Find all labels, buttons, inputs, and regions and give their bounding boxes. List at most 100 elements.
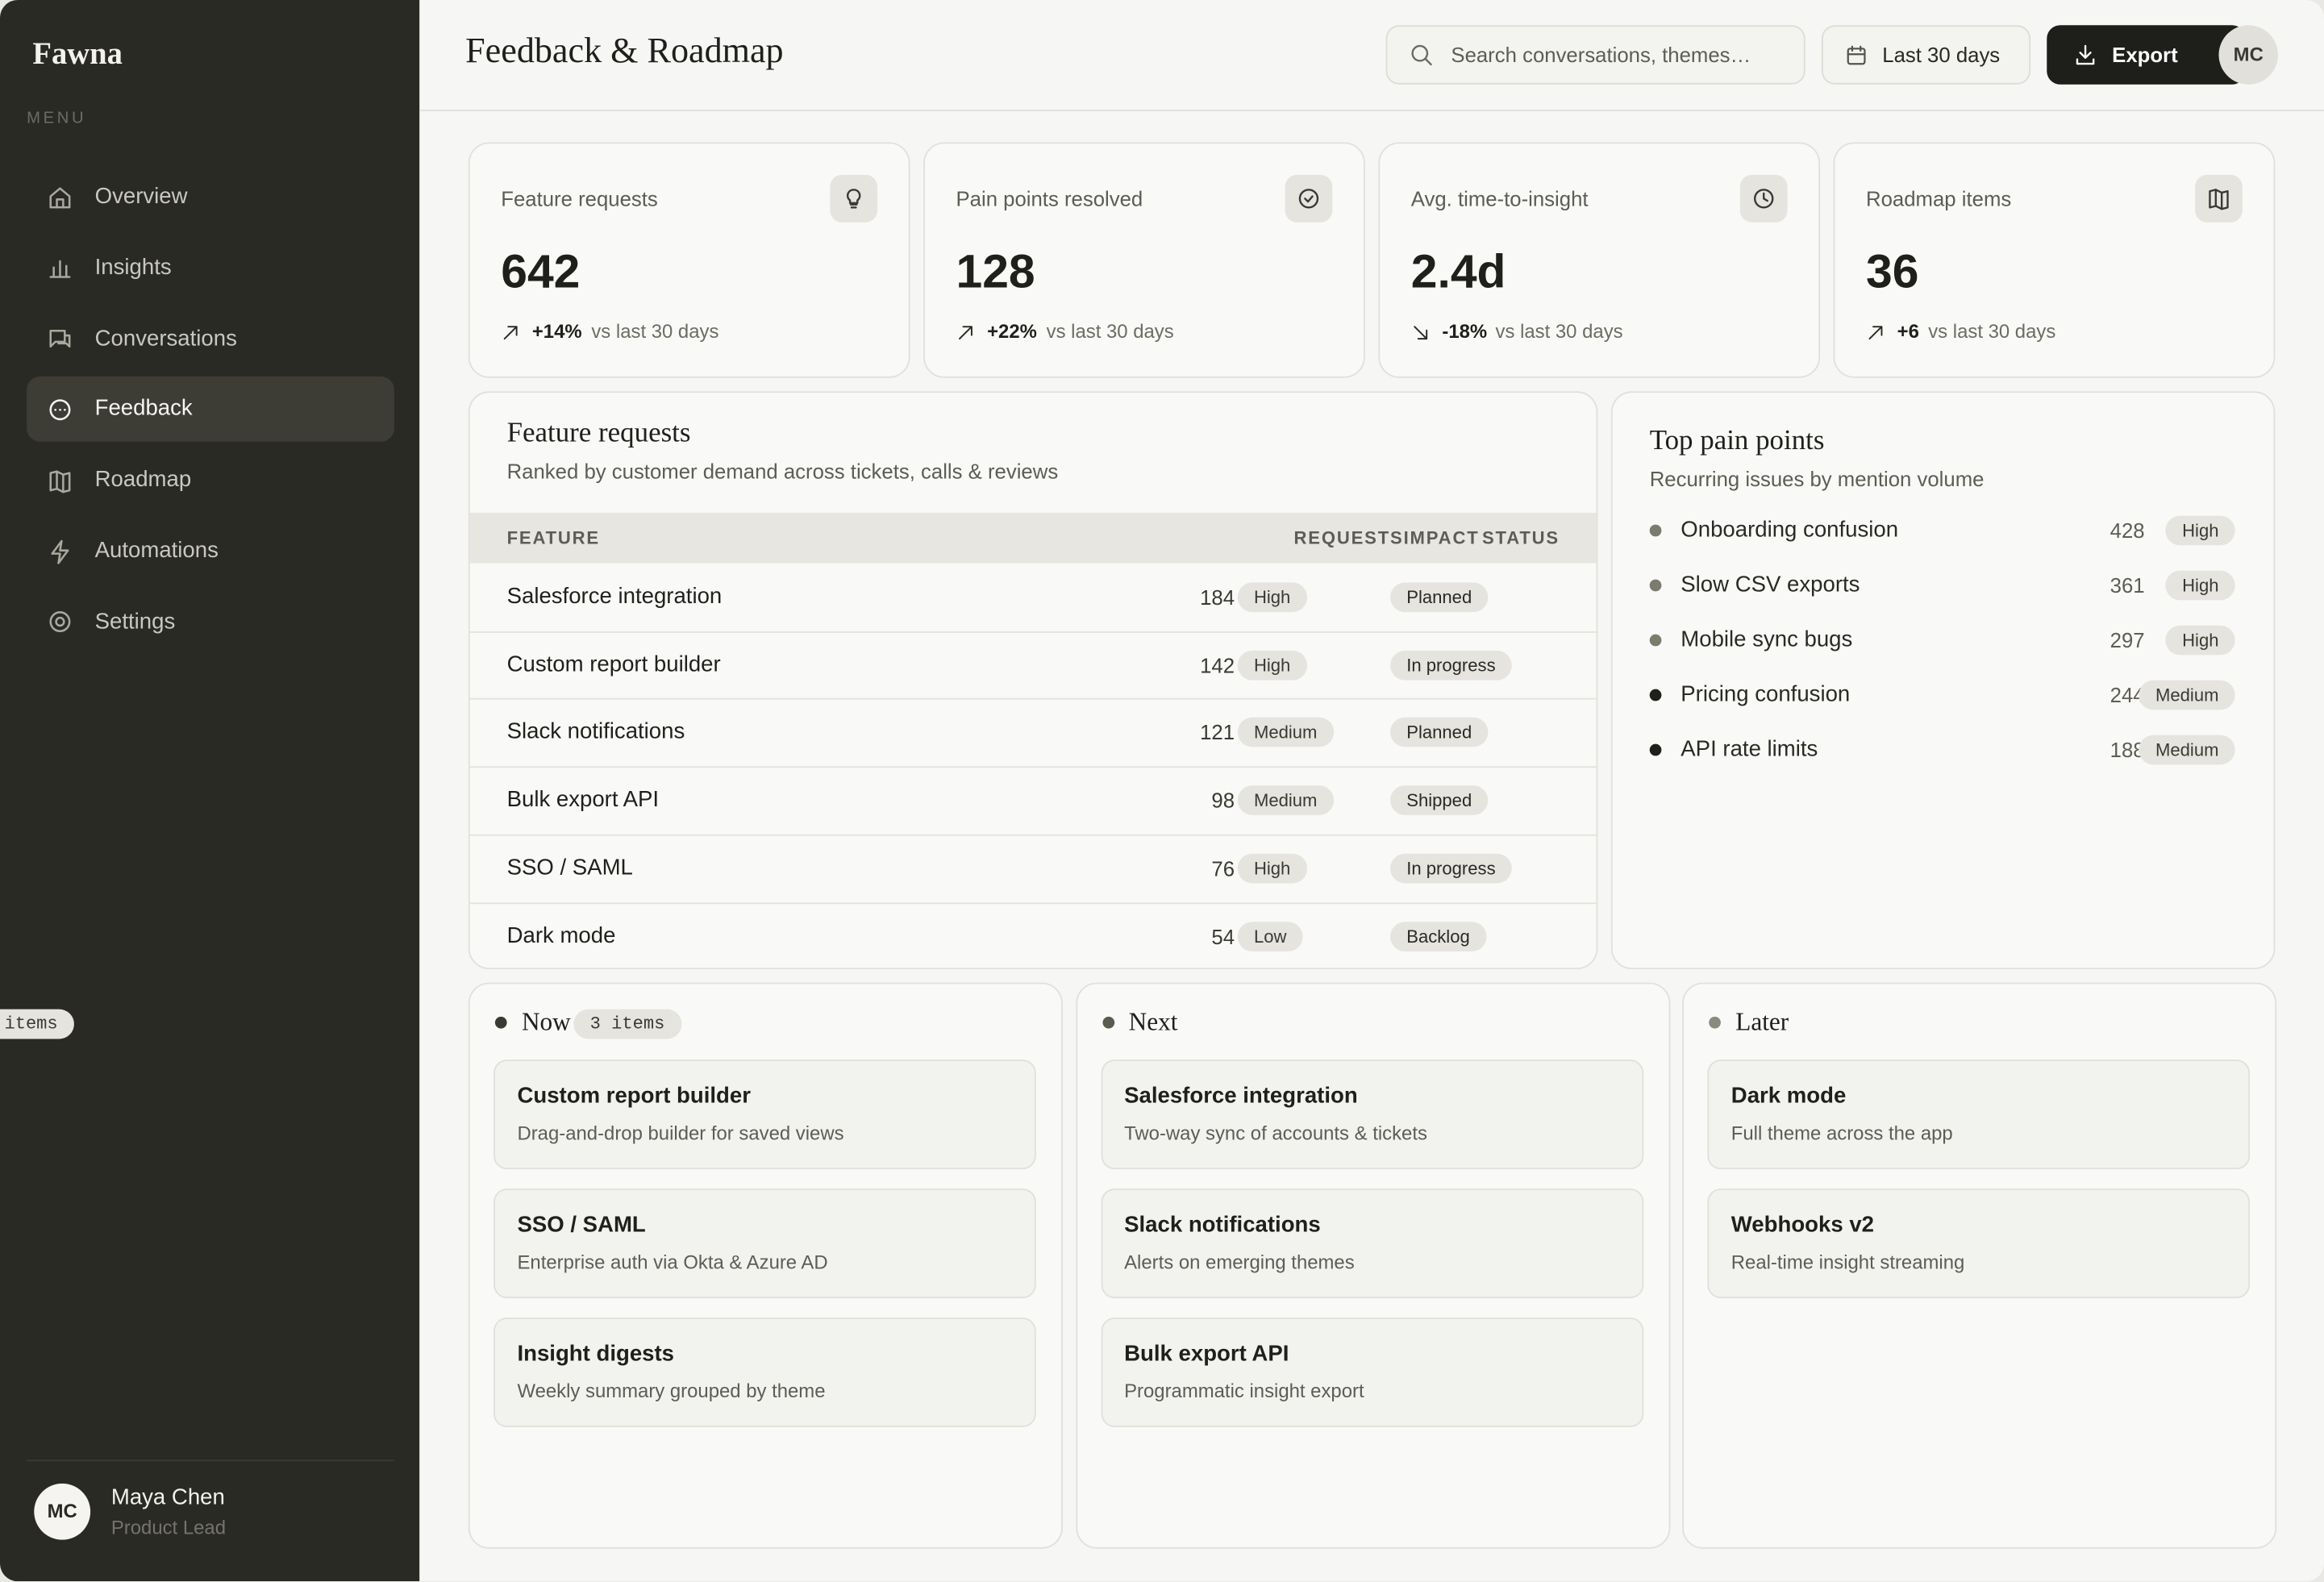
pain-dot [1649, 634, 1662, 647]
card-title: Insight digests [517, 1341, 675, 1367]
nav-item[interactable]: Automations [94, 538, 219, 564]
column-name: Now [521, 1007, 571, 1036]
kpi-label: Avg. time-to-insight [1410, 186, 1589, 210]
roadmap-card[interactable] [1707, 1060, 2251, 1170]
pain-label: Onboarding confusion [1681, 517, 1899, 543]
nav-icon [48, 256, 73, 281]
page-title: Feedback & Roadmap [465, 32, 784, 72]
card-title: Dark mode [1731, 1083, 1847, 1109]
nav-icon [48, 539, 73, 564]
card-title: Salesforce integration [1124, 1083, 1358, 1109]
pain-dot [1649, 579, 1662, 592]
date-button[interactable] [1821, 25, 2031, 85]
request-count: 98 [1211, 788, 1235, 813]
kpi-value: 642 [501, 244, 581, 298]
column-header: REQUESTS [1293, 527, 1404, 549]
card-desc: Programmatic insight export [1124, 1380, 1364, 1402]
date-range: Last 30 days [1882, 43, 2001, 67]
status-pill: In progress [1390, 650, 1512, 681]
card-desc: Drag-and-drop builder for saved views [517, 1122, 844, 1144]
kpi-icon-box [2195, 174, 2243, 223]
card-desc: Two-way sync of accounts & tickets [1124, 1122, 1427, 1144]
impact-pill: High [1237, 853, 1307, 884]
kpi-value: 36 [1866, 244, 1919, 298]
column-name: Next [1128, 1007, 1178, 1036]
column-count: 2 items [0, 1009, 74, 1039]
row-divider [469, 834, 1597, 836]
kpi-value: 128 [956, 244, 1035, 298]
card-title: Webhooks v2 [1731, 1212, 1875, 1238]
column-header: IMPACT [1403, 527, 1480, 549]
nav-icon [48, 185, 73, 210]
kpi-delta: +14% [531, 320, 582, 343]
pain-panel [1610, 391, 2276, 970]
roadmap-card[interactable] [1100, 1189, 1643, 1299]
kpi-icon [842, 187, 865, 210]
card-desc: Full theme across the app [1731, 1122, 1953, 1144]
nav-item[interactable]: Insights [94, 254, 172, 281]
roadmap-card[interactable] [1707, 1189, 2251, 1299]
roadmap-card[interactable] [1100, 1317, 1643, 1427]
search-box[interactable] [1385, 25, 1805, 85]
nav-icon [48, 610, 73, 635]
roadmap-card[interactable] [494, 1317, 1036, 1427]
pain-count: 428 [2110, 518, 2145, 543]
severity-pill: Medium [2139, 735, 2235, 765]
request-count: 54 [1211, 923, 1235, 948]
kpi-delta: +6 [1897, 320, 1919, 343]
card-title: Slack notifications [1124, 1212, 1321, 1238]
kpi-icon-box [1285, 174, 1333, 223]
column-header: FEATURE [506, 527, 600, 549]
export-button[interactable] [2047, 25, 2246, 85]
row-divider [469, 698, 1597, 701]
user-divider [27, 1459, 394, 1462]
kpi-note: vs last 30 days [1928, 320, 2056, 343]
roadmap-card[interactable] [494, 1189, 1036, 1299]
user-avatar: MC [34, 1483, 91, 1540]
roadmap-card[interactable] [1100, 1060, 1643, 1170]
user-name: Maya Chen [110, 1484, 225, 1510]
header-border [419, 110, 2324, 111]
column-dot [1709, 1016, 1721, 1029]
status-pill: Shipped [1390, 785, 1489, 816]
brand: Fawna [32, 35, 123, 72]
nav-item[interactable]: Conversations [94, 325, 237, 351]
status-pill: Planned [1390, 718, 1489, 748]
feature-name: Salesforce integration [506, 584, 723, 610]
status-pill: Planned [1390, 582, 1489, 613]
column-header: STATUS [1482, 527, 1560, 549]
nav-item[interactable]: Overview [94, 183, 188, 210]
column-dot [494, 1016, 507, 1029]
pain-dot [1649, 689, 1662, 701]
kpi-icon [2207, 187, 2230, 210]
impact-pill: High [1237, 582, 1307, 613]
pain-count: 188 [2110, 738, 2145, 762]
kpi-note: vs last 30 days [1495, 320, 1623, 343]
nav-item[interactable]: Settings [94, 609, 176, 635]
export-icon [2073, 43, 2097, 66]
pain-dot [1649, 524, 1662, 537]
nav-item[interactable]: Feedback [94, 396, 193, 422]
severity-pill: High [2165, 625, 2235, 656]
pain-label: API rate limits [1681, 736, 1818, 762]
kpi-value: 2.4d [1410, 244, 1506, 298]
kpi-note: vs last 30 days [1046, 320, 1174, 343]
panel-title: Feature requests [506, 418, 691, 449]
nav-item[interactable]: Roadmap [94, 467, 192, 493]
request-count: 121 [1200, 720, 1235, 745]
header-avatar[interactable]: MC [2218, 25, 2279, 85]
kpi-delta: +22% [987, 320, 1037, 343]
panel-subtitle: Recurring issues by mention volume [1649, 466, 1985, 491]
panel-subtitle: Ranked by customer demand across tickets… [506, 459, 1059, 484]
search-placeholder: Search conversations, themes… [1451, 43, 1751, 67]
request-count: 142 [1200, 652, 1235, 677]
roadmap-card[interactable] [494, 1060, 1036, 1170]
kpi-label: Feature requests [501, 186, 658, 210]
severity-pill: Medium [2139, 680, 2235, 710]
export-label: Export [2112, 43, 2178, 67]
kpi-label: Pain points resolved [956, 186, 1143, 210]
kpi-note: vs last 30 days [591, 320, 719, 343]
card-title: Custom report builder [517, 1083, 751, 1109]
kpi-arrow [1411, 323, 1431, 342]
